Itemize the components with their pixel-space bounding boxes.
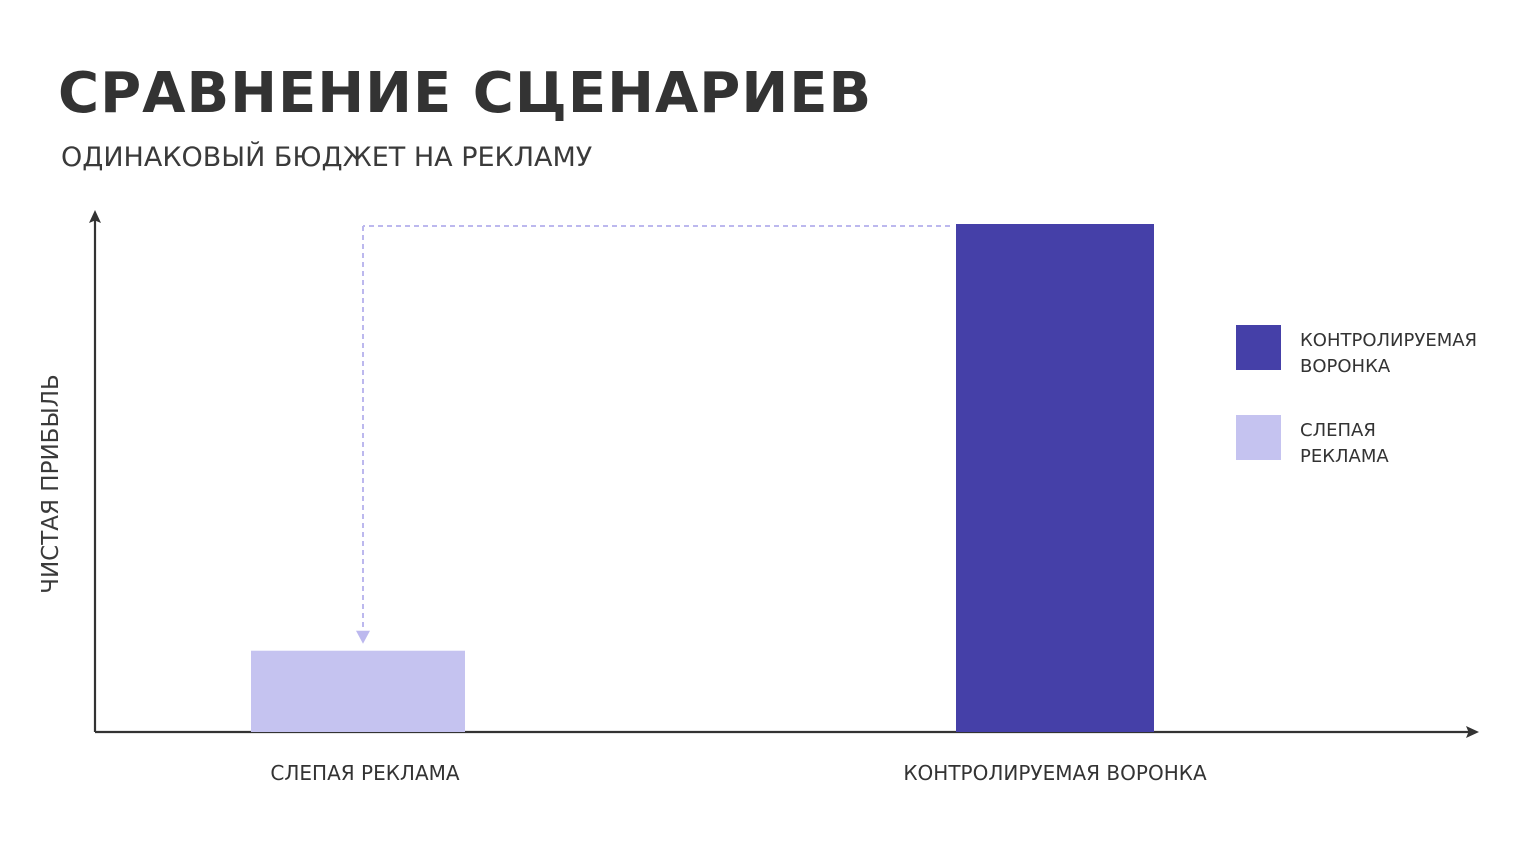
bar-controlled-funnel — [956, 224, 1154, 732]
legend-label-line1: КОНТРОЛИРУЕМАЯ — [1300, 330, 1478, 351]
legend-label-line2: ВОРОНКА — [1300, 356, 1391, 377]
legend-item-controlled-funnel: КОНТРОЛИРУЕМАЯ ВОРОНКА — [1236, 324, 1526, 394]
y-axis-label: ЧИСТАЯ ПРИБЫЛЬ — [38, 374, 64, 594]
bar-blind-advertising — [251, 650, 465, 732]
legend-label-line2: РЕКЛАМА — [1300, 446, 1389, 467]
legend: КОНТРОЛИРУЕМАЯ ВОРОНКА СЛЕПАЯ РЕКЛАМА — [1236, 324, 1526, 504]
legend-swatch-blind-advertising — [1236, 415, 1281, 460]
bars-layer — [251, 224, 1154, 732]
category-labels: СЛЕПАЯ РЕКЛАМА КОНТРОЛИРУЕМАЯ ВОРОНКА — [270, 761, 1207, 785]
legend-label-line1: СЛЕПАЯ — [1300, 420, 1376, 441]
page-subtitle: ОДИНАКОВЫЙ БЮДЖЕТ НА РЕКЛАМУ — [61, 142, 593, 173]
x-axis-arrow-icon — [1466, 726, 1479, 738]
annotation-arrow-down-icon — [356, 630, 370, 644]
y-axis-arrow-icon — [89, 210, 101, 223]
legend-item-blind-advertising: СЛЕПАЯ РЕКЛАМА — [1236, 414, 1526, 484]
category-label: КОНТРОЛИРУЕМАЯ ВОРОНКА — [903, 761, 1207, 785]
category-label: СЛЕПАЯ РЕКЛАМА — [270, 761, 459, 785]
legend-swatch-controlled-funnel — [1236, 325, 1281, 370]
page-title: СРАВНЕНИЕ СЦЕНАРИЕВ — [58, 61, 873, 126]
annotation-layer — [356, 225, 950, 644]
